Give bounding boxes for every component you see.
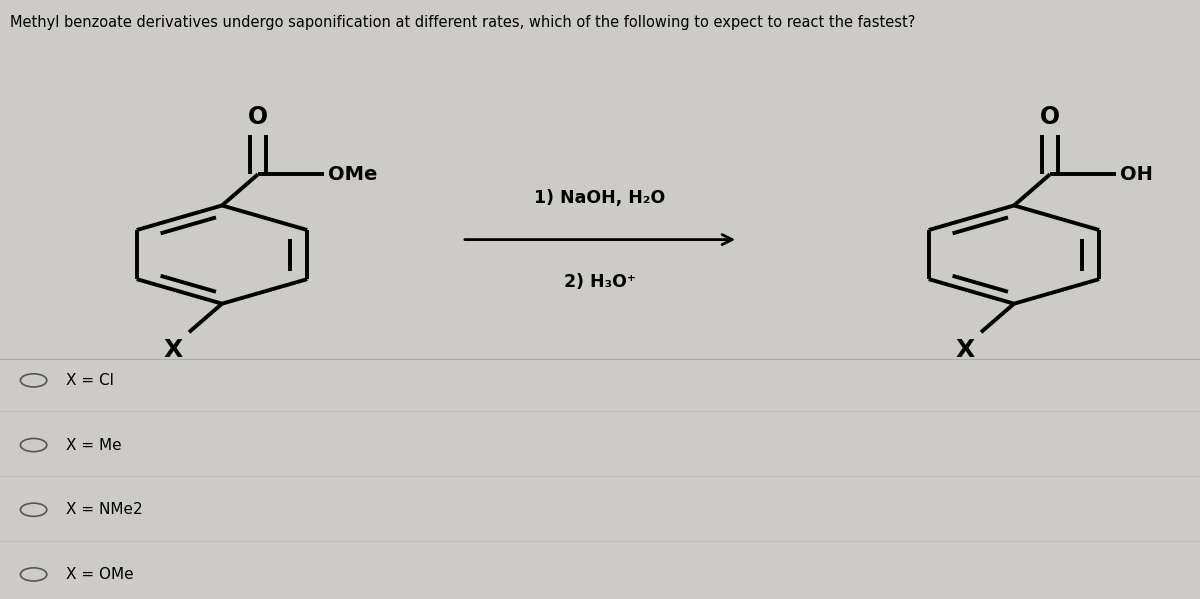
Text: Methyl benzoate derivatives undergo saponification at different rates, which of : Methyl benzoate derivatives undergo sapo… xyxy=(10,15,914,30)
Text: OMe: OMe xyxy=(328,165,377,184)
Text: O: O xyxy=(1040,105,1060,129)
Text: O: O xyxy=(248,105,268,129)
Text: X = NMe2: X = NMe2 xyxy=(66,502,143,518)
Text: OH: OH xyxy=(1120,165,1152,184)
Text: X = Me: X = Me xyxy=(66,437,121,453)
Text: 1) NaOH, H₂O: 1) NaOH, H₂O xyxy=(534,189,666,207)
Text: X: X xyxy=(955,338,974,362)
Text: 2) H₃O⁺: 2) H₃O⁺ xyxy=(564,273,636,291)
Text: X = Cl: X = Cl xyxy=(66,373,114,388)
Text: X: X xyxy=(163,338,182,362)
Text: X = OMe: X = OMe xyxy=(66,567,133,582)
